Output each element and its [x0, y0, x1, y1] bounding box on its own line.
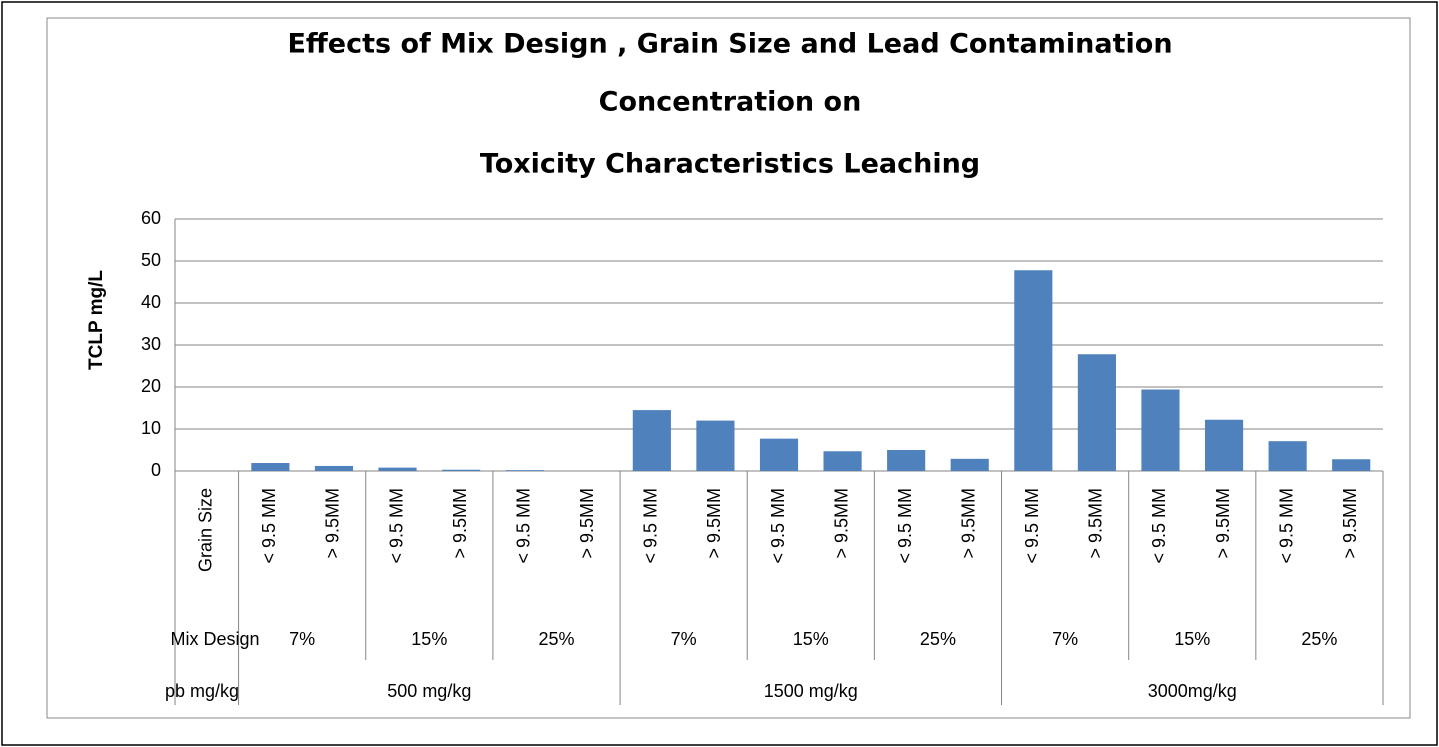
mix-design-group: 15%	[1174, 629, 1210, 649]
x-tick-label: > 9.5MM	[704, 488, 724, 559]
x-tick-label: < 9.5 MM	[259, 488, 279, 564]
chart-frame	[46, 17, 1411, 719]
x-tick-label: < 9.5 MM	[641, 488, 661, 564]
mix-design-group: 15%	[411, 629, 447, 649]
mix-design-group: 7%	[289, 629, 315, 649]
y-tick-label: 30	[141, 334, 161, 354]
y-tick-label: 40	[141, 292, 161, 312]
y-tick-label: 60	[141, 208, 161, 228]
bar	[442, 469, 481, 471]
chart-title: Effects of Mix Design , Grain Size and L…	[287, 29, 1172, 60]
x-tick-label: < 9.5 MM	[1276, 488, 1296, 564]
x-tick-label: > 9.5MM	[831, 488, 851, 559]
bar	[1204, 419, 1244, 471]
bar	[632, 410, 671, 471]
x-tick-label: < 9.5 MM	[513, 488, 533, 564]
x-tick-label: > 9.5MM	[323, 488, 343, 559]
mix-design-label: Mix Design	[170, 629, 259, 649]
y-tick-label: 50	[141, 250, 161, 270]
y-tick-label: 10	[141, 418, 161, 438]
bar	[314, 465, 354, 471]
x-tick-label: Grain Size	[196, 488, 216, 572]
x-tick-label: > 9.5MM	[577, 488, 597, 559]
bar	[950, 458, 989, 471]
mix-design-group: 25%	[1301, 629, 1337, 649]
pb-group: 500 mg/kg	[387, 681, 471, 701]
x-tick-label: < 9.5 MM	[386, 488, 406, 564]
x-tick-label: > 9.5MM	[1086, 488, 1106, 559]
bar	[1141, 389, 1180, 471]
bar	[251, 463, 290, 471]
mix-design-group: 25%	[920, 629, 956, 649]
x-tick-label: > 9.5MM	[958, 488, 978, 559]
bar	[823, 451, 862, 471]
x-tick-label: < 9.5 MM	[1022, 488, 1042, 564]
bar	[1077, 354, 1116, 471]
bar	[887, 450, 926, 471]
chart-title: Concentration on	[599, 87, 862, 118]
pb-group: 3000mg/kg	[1148, 681, 1237, 701]
mix-design-group: 7%	[671, 629, 697, 649]
x-tick-label: > 9.5MM	[1340, 488, 1360, 559]
bar	[1332, 459, 1371, 471]
y-tick-label: 20	[141, 376, 161, 396]
y-tick-label: 0	[151, 460, 161, 480]
mix-design-group: 7%	[1052, 629, 1078, 649]
x-tick-label: < 9.5 MM	[1149, 488, 1169, 564]
bar	[1268, 441, 1307, 471]
mix-design-group: 25%	[538, 629, 574, 649]
chart-title: Toxicity Characteristics Leaching	[480, 149, 980, 180]
x-tick-label: < 9.5 MM	[768, 488, 788, 564]
x-tick-label: > 9.5MM	[450, 488, 470, 559]
x-tick-label: < 9.5 MM	[895, 488, 915, 564]
y-axis-title: TCLP mg/L	[86, 270, 107, 370]
pb-label: pb mg/kg	[165, 681, 239, 701]
bar	[378, 467, 417, 471]
mix-design-group: 15%	[793, 629, 829, 649]
pb-group: 1500 mg/kg	[764, 681, 858, 701]
bar	[696, 420, 735, 471]
bar	[1014, 270, 1053, 471]
bar	[505, 470, 544, 471]
x-tick-label: > 9.5MM	[1213, 488, 1233, 559]
bar	[759, 438, 799, 471]
